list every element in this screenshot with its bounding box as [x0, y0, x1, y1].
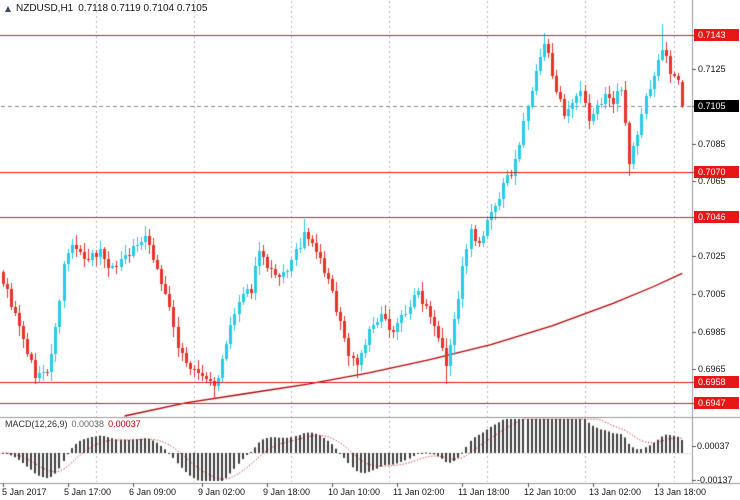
ohlc-values-label: 0.7118 0.7119 0.7104 0.7105 [78, 3, 208, 14]
price-tick-label: 0.7125 [698, 64, 726, 74]
price-tick-label: 0.7005 [698, 289, 726, 299]
current-price-badge: 0.7105 [694, 100, 739, 112]
time-tick-label: 11 Jan 02:00 [393, 487, 445, 497]
price-tick-label: 0.7065 [698, 176, 726, 186]
time-tick-label: 11 Jan 18:00 [458, 487, 510, 497]
time-tick-label: 13 Jan 18:00 [654, 487, 707, 497]
macd-name-label: MACD(12,26,9) [5, 419, 68, 429]
time-tick-label: 13 Jan 02:00 [589, 487, 642, 497]
time-tick-label: 10 Jan 10:00 [328, 487, 381, 497]
macd-signal-value: 0.00037 [108, 419, 141, 429]
macd-indicator-label: MACD(12,26,9) 0.00038 0.00037 [5, 419, 141, 429]
price-tick-label: 0.6965 [698, 364, 726, 374]
macd-tick-label: 0.00037 [697, 441, 730, 451]
symbol-timeframe-label: NZDUSD,H1 [16, 3, 74, 14]
price-level-badge: 0.6947 [694, 397, 739, 409]
price-level-badge: 0.6958 [694, 376, 739, 388]
time-tick-label: 9 Jan 02:00 [198, 487, 246, 497]
chart-marker-icon [5, 5, 11, 12]
macd-tick-label: -0.00137 [697, 475, 733, 485]
time-tick-label: 6 Jan 09:00 [129, 487, 177, 497]
chart-title: NZDUSD,H1 0.7118 0.7119 0.7104 0.7105 [5, 3, 207, 14]
time-tick-label: 5 Jan 17:00 [64, 487, 112, 497]
time-tick-label: 12 Jan 10:00 [524, 487, 577, 497]
price-level-badge: 0.7070 [694, 166, 739, 178]
time-tick-label: 5 Jan 2017 [2, 487, 47, 497]
price-tick-label: 0.6985 [698, 327, 726, 337]
time-tick-label: 9 Jan 18:00 [263, 487, 311, 497]
price-level-badge: 0.7143 [694, 29, 739, 41]
price-level-badge: 0.7046 [694, 211, 739, 223]
price-tick-label: 0.7085 [698, 139, 726, 149]
macd-main-value: 0.00038 [71, 419, 105, 429]
price-tick-label: 0.7025 [698, 251, 726, 261]
